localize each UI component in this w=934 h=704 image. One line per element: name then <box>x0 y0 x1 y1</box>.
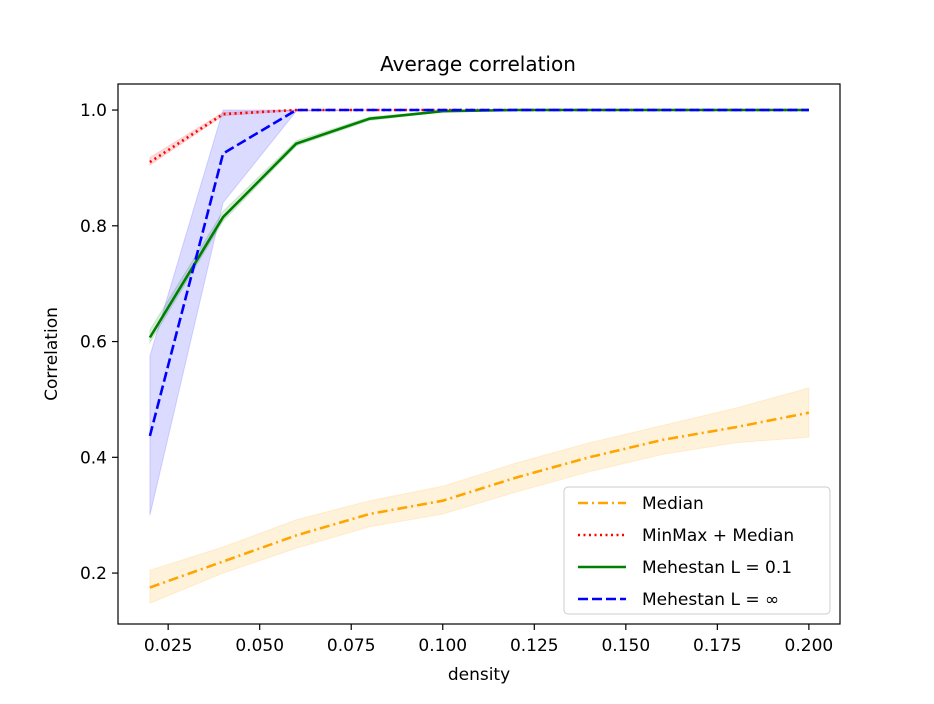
y-tick-label: 0.6 <box>80 333 107 353</box>
x-axis-label: density <box>448 665 510 685</box>
x-tick-label: 0.075 <box>327 636 376 656</box>
x-tick-label: 0.050 <box>235 636 284 656</box>
legend-label-minmax-median: MinMax + Median <box>642 526 794 546</box>
legend-label-mehestan-l-inf: Mehestan L = ∞ <box>642 590 779 610</box>
legend-frame <box>563 486 831 615</box>
y-tick-label: 0.8 <box>80 217 107 237</box>
line-median <box>149 411 810 589</box>
x-tick-label: 0.125 <box>510 636 559 656</box>
line-mehestan-l-inf <box>148 108 809 437</box>
plot-area-frame <box>117 83 841 625</box>
band-median <box>149 387 810 604</box>
legend: Median MinMax + Median Mehestan L = 0.1 Meh… <box>563 486 831 615</box>
x-tick-label: 0.175 <box>693 636 742 656</box>
chart-title: Average correlation <box>380 52 576 76</box>
y-tick-label: 1.0 <box>80 101 107 121</box>
x-tick-label: 0.025 <box>144 636 193 656</box>
x-tick-label: 0.200 <box>785 636 834 656</box>
y-tick-label: 0.2 <box>80 564 107 584</box>
x-axis-ticks: 0.025 0.050 0.075 0.100 0.125 0.150 0.175 0.200 <box>144 624 833 656</box>
legend-label-median: Median <box>642 494 704 514</box>
y-axis-label: Correlation <box>42 307 62 401</box>
y-axis-ticks: 0.2 0.4 0.6 0.8 1.0 <box>80 101 118 584</box>
legend-label-mehestan-l-0-1: Mehestan L = 0.1 <box>642 558 792 578</box>
x-tick-label: 0.100 <box>418 636 467 656</box>
x-tick-label: 0.150 <box>601 636 650 656</box>
series-lines <box>148 108 810 589</box>
y-tick-label: 0.4 <box>80 448 107 468</box>
